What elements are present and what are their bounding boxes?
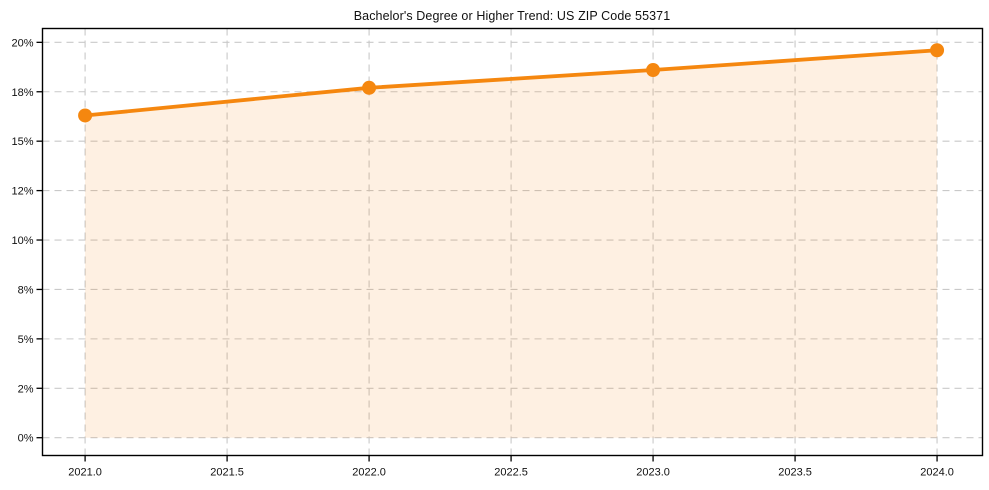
x-tick-label: 2022.5 (494, 467, 528, 479)
trend-line (83, 48, 939, 118)
y-tick-label: 18% (11, 87, 33, 99)
x-tick-label: 2021.5 (210, 467, 244, 479)
chart-title: Bachelor's Degree or Higher Trend: US ZI… (353, 9, 671, 23)
y-tick-label: 20% (11, 37, 33, 49)
data-point-2022 (362, 80, 377, 95)
x-tick-label: 2023.5 (778, 467, 812, 479)
y-tick-label: 2% (18, 383, 34, 395)
y-tick-label: 0% (18, 433, 34, 445)
data-point-2021 (78, 108, 93, 123)
x-tick-label: 2024.0 (920, 467, 954, 479)
y-tick-label: 12% (11, 186, 33, 198)
y-tick-label: 8% (18, 284, 34, 296)
data-point-2024 (930, 43, 945, 58)
plot-background (42, 28, 983, 456)
area-fill (85, 50, 938, 438)
x-tick-label: 2021.0 (68, 467, 102, 479)
y-tick-label: 15% (11, 136, 33, 148)
y-tick-label: 10% (11, 235, 33, 247)
axis-frame (41, 27, 984, 457)
x-tick-label: 2022.0 (352, 467, 386, 479)
y-tick-label: 5% (18, 334, 34, 346)
x-tick-label: 2023.0 (636, 467, 670, 479)
data-point-2023 (646, 63, 661, 78)
